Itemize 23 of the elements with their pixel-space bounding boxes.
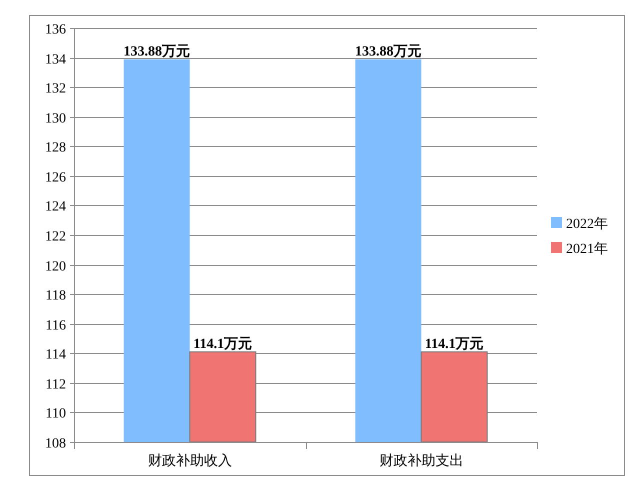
y-tick-label: 118	[46, 288, 66, 304]
y-tick-label: 132	[45, 82, 66, 96]
y-tick-label: 128	[45, 140, 66, 156]
y-tick-label: 114	[46, 348, 66, 362]
data-label: 133.88万元	[124, 43, 190, 60]
y-tick-label: 136	[45, 22, 66, 38]
data-label: 133.88万元	[355, 43, 422, 60]
y-tick-label: 134	[45, 52, 66, 68]
y-tick-label: 130	[45, 112, 66, 126]
y-tick-label: 110	[46, 406, 66, 422]
y-tick-label: 112	[46, 378, 66, 392]
legend-label: 2021年	[566, 241, 608, 257]
y-tick-label: 122	[45, 230, 66, 244]
legend-label: 2022年	[566, 216, 608, 232]
y-tick-label: 120	[45, 260, 66, 274]
y-tick-label: 116	[46, 318, 66, 334]
data-label: 114.1万元	[193, 336, 252, 352]
data-label: 114.1万元	[424, 336, 484, 352]
y-tick-label: 126	[45, 170, 66, 186]
y-tick-label: 108	[45, 436, 66, 452]
x-tick-label: 财政补助收入	[148, 453, 232, 469]
y-tick-label: 124	[45, 200, 66, 214]
x-tick-label: 财政补助支出	[379, 453, 464, 469]
